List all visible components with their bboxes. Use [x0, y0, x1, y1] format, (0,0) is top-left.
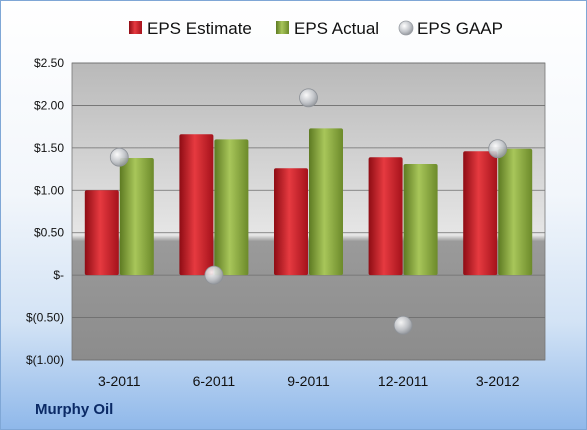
- y-tick-label: $0.50: [34, 226, 64, 240]
- y-axis-ticks: $2.50 $2.00 $1.50 $1.00 $0.50 $- $(0.50) $(1.00…: [26, 56, 64, 367]
- point-eps-gaap: [109, 147, 129, 167]
- x-category-label: 12-2011: [378, 373, 429, 389]
- company-name: Murphy Oil: [35, 401, 114, 418]
- bar-eps-estimate: [179, 134, 214, 276]
- x-category-label: 3-2011: [98, 373, 141, 389]
- bar-eps-estimate: [368, 157, 403, 276]
- bar-eps-actual: [214, 139, 249, 276]
- bar-eps-actual: [498, 148, 533, 276]
- y-tick-label: $-: [53, 268, 64, 282]
- point-eps-gaap: [204, 265, 224, 285]
- legend-swatch-gaap: [398, 20, 414, 36]
- x-category-label: 3-2012: [476, 373, 520, 389]
- point-eps-gaap: [393, 315, 413, 335]
- legend-label-estimate: EPS Estimate: [147, 19, 252, 38]
- y-tick-label: $2.00: [34, 98, 64, 112]
- x-category-label: 6-2011: [193, 373, 236, 389]
- bar-eps-actual: [403, 163, 438, 276]
- bar-eps-estimate: [274, 168, 308, 276]
- y-tick-label: $2.50: [34, 56, 64, 70]
- legend-swatch-estimate: [129, 21, 142, 34]
- y-tick-label: $(1.00): [26, 353, 64, 367]
- x-axis-categories: 3-2011 6-2011 9-2011 12-2011 3-2012: [98, 373, 520, 389]
- bar-eps-actual: [309, 128, 343, 276]
- legend-swatch-actual: [276, 21, 289, 34]
- bar-eps-estimate: [463, 151, 498, 276]
- gaap-points: [109, 88, 508, 335]
- bar-eps-estimate: [84, 190, 119, 276]
- y-tick-label: $1.00: [34, 183, 64, 197]
- legend-label-gaap: EPS GAAP: [417, 19, 503, 38]
- point-eps-gaap: [299, 88, 318, 108]
- bars: [84, 128, 533, 276]
- x-category-label: 9-2011: [287, 373, 330, 389]
- y-tick-label: $(0.50): [26, 311, 64, 325]
- legend-label-actual: EPS Actual: [294, 19, 379, 38]
- legend: EPS Estimate EPS Actual EPS GAAP: [129, 19, 503, 38]
- y-tick-label: $1.50: [34, 141, 64, 155]
- point-eps-gaap: [488, 139, 508, 159]
- bar-eps-actual: [119, 158, 154, 276]
